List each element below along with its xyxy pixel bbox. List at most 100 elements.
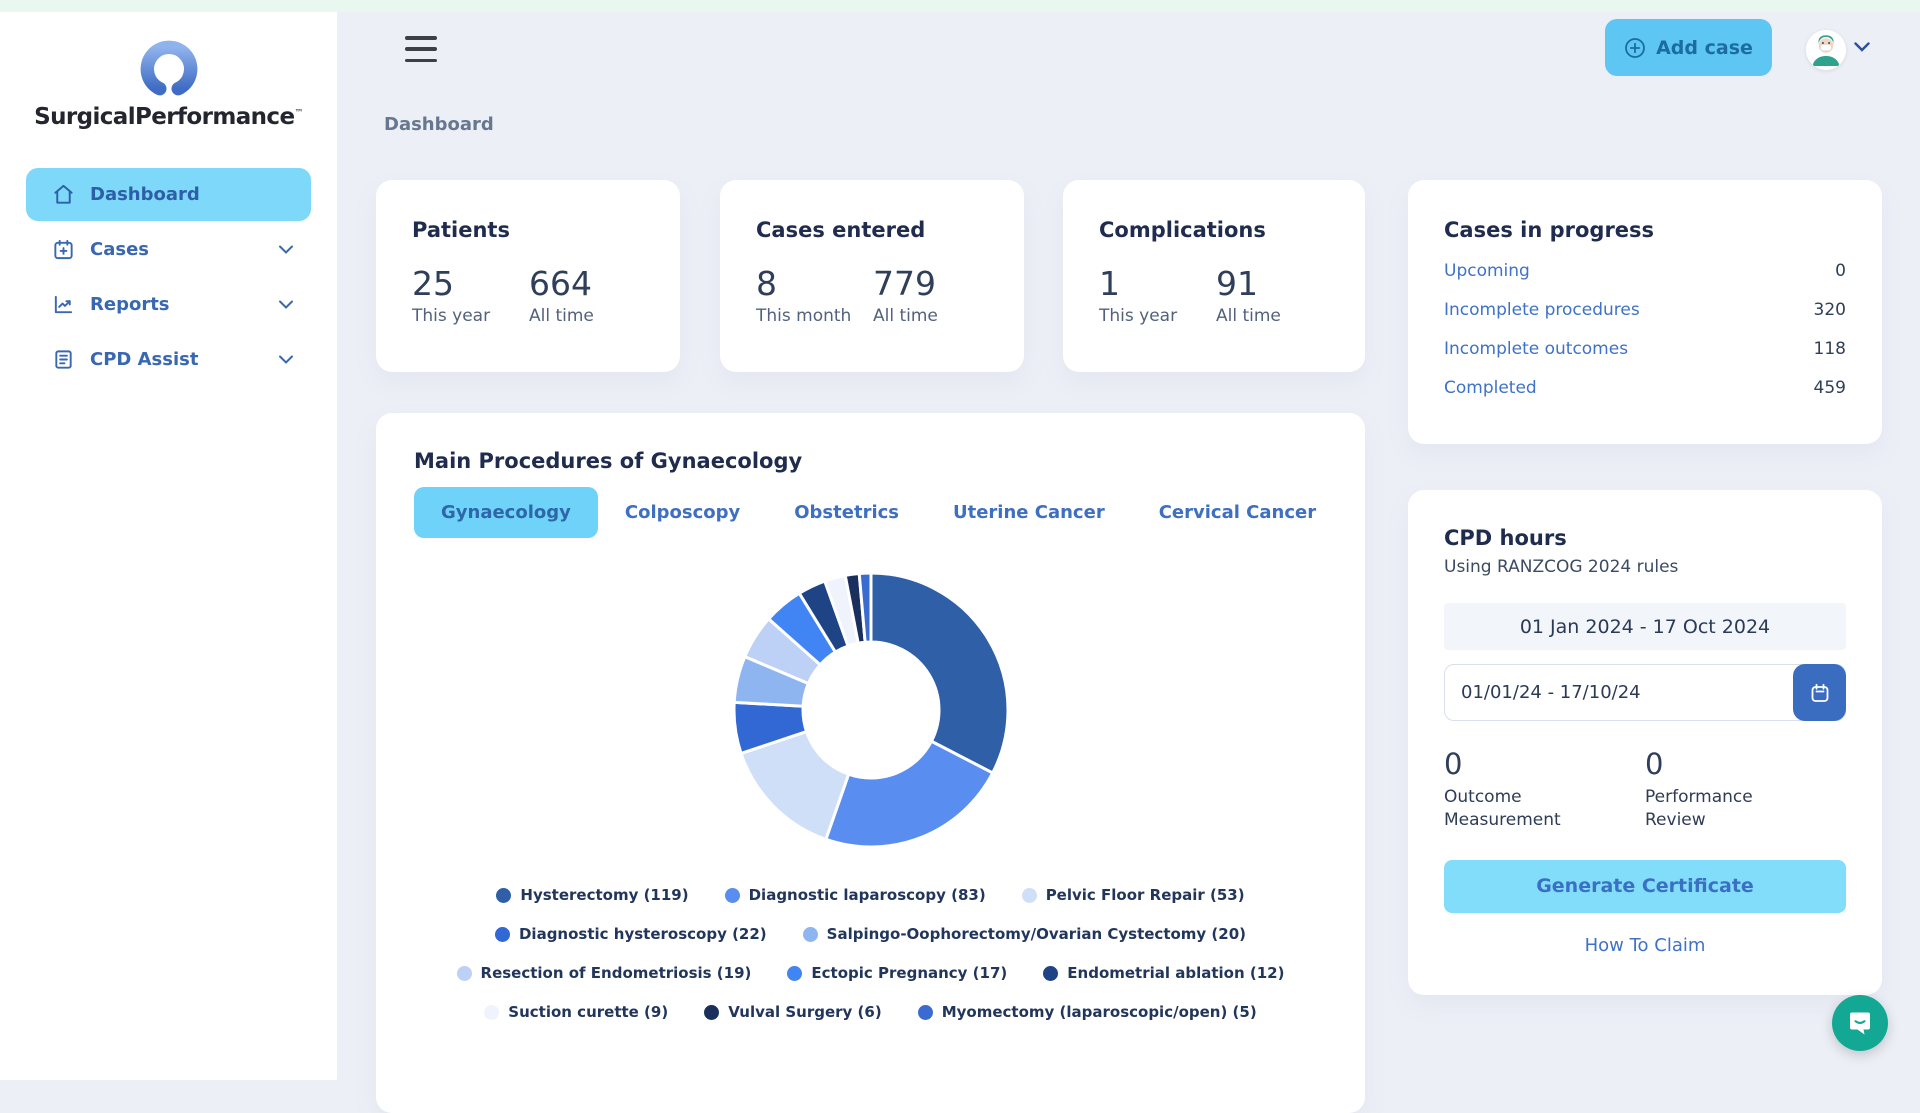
legend-dot-icon	[1043, 965, 1059, 981]
incomplete-procedures-link[interactable]: Incomplete procedures	[1444, 300, 1640, 320]
sidebar-nav: Dashboard Cases Reports CPD Assist	[0, 168, 337, 386]
legend-item: Diagnostic hysteroscopy (22)	[494, 925, 767, 943]
chart-legend: Hysterectomy (119) Diagnostic laparoscopy…	[414, 886, 1327, 1021]
legend-item: Diagnostic laparoscopy (83)	[724, 886, 986, 904]
incomplete-outcomes-link[interactable]: Incomplete outcomes	[1444, 339, 1629, 359]
cases-entered-card: Cases entered 8 This month 779 All time	[720, 180, 1024, 372]
chart-icon	[52, 293, 75, 316]
sidebar: SurgicalPerformance™ Dashboard Cases Rep…	[0, 12, 337, 1080]
progress-value: 118	[1813, 339, 1846, 359]
legend-item: Pelvic Floor Repair (53)	[1021, 886, 1245, 904]
legend-item: Ectopic Pregnancy (17)	[787, 964, 1007, 982]
procedures-tabs: Gynaecology Colposcopy Obstetrics Uterin…	[414, 487, 1327, 538]
legend-row: Diagnostic hysteroscopy (22) Salpingo-Oop…	[494, 925, 1247, 943]
brand-logo-icon	[138, 36, 200, 102]
user-avatar[interactable]	[1806, 30, 1846, 70]
legend-label: Salpingo-Oophorectomy/Ovarian Cystectomy…	[826, 925, 1247, 943]
user-menu-chevron-icon[interactable]	[1854, 42, 1870, 52]
legend-item: Resection of Endometriosis (19)	[456, 964, 752, 982]
chevron-down-icon	[279, 300, 293, 309]
cases-in-progress-card: Cases in progress Upcoming 0 Incomplete …	[1408, 180, 1882, 444]
legend-dot-icon	[724, 887, 740, 903]
legend-dot-icon	[456, 965, 472, 981]
stat-label: All time	[873, 306, 938, 326]
brand-name: SurgicalPerformance™	[34, 104, 303, 130]
legend-dot-icon	[787, 965, 803, 981]
stat-value: 664	[529, 264, 592, 303]
sidebar-item-label: Reports	[90, 294, 170, 315]
card-title: Complications	[1099, 218, 1266, 242]
legend-row: Suction curette (9) Vulval Surgery (6) Myo…	[484, 1003, 1257, 1021]
legend-dot-icon	[484, 1004, 500, 1020]
sidebar-item-reports[interactable]: Reports	[26, 278, 311, 331]
cpd-hours-card: CPD hours Using RANZCOG 2024 rules 01 Ja…	[1408, 490, 1882, 995]
upcoming-link[interactable]: Upcoming	[1444, 261, 1530, 281]
legend-dot-icon	[1021, 887, 1037, 903]
tab-gynaecology[interactable]: Gynaecology	[414, 487, 598, 538]
tab-colposcopy[interactable]: Colposcopy	[624, 502, 741, 523]
date-range-input[interactable]	[1444, 664, 1846, 721]
calendar-icon	[52, 238, 75, 261]
legend-dot-icon	[917, 1004, 933, 1020]
progress-row: Incomplete outcomes 118	[1444, 339, 1846, 359]
main-procedures-card: Main Procedures of Gynaecology Gynaecolo…	[376, 413, 1365, 1113]
document-icon	[52, 348, 75, 371]
top-accent-strip	[0, 0, 1920, 12]
progress-value: 320	[1813, 300, 1846, 320]
card-title: Cases in progress	[1444, 218, 1655, 242]
card-title: Cases entered	[756, 218, 926, 242]
add-case-button[interactable]: Add case	[1605, 19, 1772, 76]
calendar-icon	[1808, 681, 1832, 705]
tab-obstetrics[interactable]: Obstetrics	[794, 502, 899, 523]
tab-cervical-cancer[interactable]: Cervical Cancer	[1158, 502, 1317, 523]
stat-value: 25	[412, 264, 454, 303]
legend-dot-icon	[802, 926, 818, 942]
legend-item: Vulval Surgery (6)	[704, 1003, 882, 1021]
chart-title: Main Procedures of Gynaecology	[414, 449, 803, 473]
donut-segment	[869, 571, 1009, 776]
chat-widget-button[interactable]	[1832, 995, 1888, 1051]
stat-value: 91	[1216, 264, 1258, 303]
sidebar-item-cases[interactable]: Cases	[26, 223, 311, 276]
generate-certificate-button[interactable]: Generate Certificate	[1444, 859, 1846, 913]
menu-toggle-button[interactable]	[405, 36, 437, 62]
sidebar-item-label: CPD Assist	[90, 349, 199, 370]
progress-value: 459	[1813, 378, 1846, 398]
stat-label: This year	[412, 306, 491, 326]
legend-label: Myomectomy (laparoscopic/open) (5)	[941, 1003, 1257, 1021]
chevron-down-icon	[279, 355, 293, 364]
sidebar-item-dashboard[interactable]: Dashboard	[26, 168, 311, 221]
legend-label: Resection of Endometriosis (19)	[480, 964, 752, 982]
donut-segment	[857, 571, 872, 644]
plus-circle-icon	[1624, 37, 1646, 59]
legend-label: Endometrial ablation (12)	[1067, 964, 1285, 982]
legend-item: Myomectomy (laparoscopic/open) (5)	[917, 1003, 1257, 1021]
sidebar-item-label: Cases	[90, 239, 149, 260]
stat-value: 8	[756, 264, 777, 303]
tab-uterine-cancer[interactable]: Uterine Cancer	[953, 502, 1105, 523]
stat-label: All time	[1216, 306, 1281, 326]
stat-label: This month	[756, 306, 852, 326]
completed-link[interactable]: Completed	[1444, 378, 1537, 398]
legend-label: Diagnostic hysteroscopy (22)	[518, 925, 767, 943]
card-title: Patients	[412, 218, 510, 242]
legend-item: Salpingo-Oophorectomy/Ovarian Cystectomy…	[802, 925, 1247, 943]
legend-item: Suction curette (9)	[484, 1003, 668, 1021]
cpd-subtitle: Using RANZCOG 2024 rules	[1444, 557, 1679, 577]
sidebar-item-cpd-assist[interactable]: CPD Assist	[26, 333, 311, 386]
chevron-down-icon	[279, 245, 293, 254]
legend-label: Diagnostic laparoscopy (83)	[748, 886, 986, 904]
legend-label: Suction curette (9)	[508, 1003, 669, 1021]
stat-value: 1	[1099, 264, 1120, 303]
stat-label: All time	[529, 306, 594, 326]
breadcrumb: Dashboard	[384, 114, 494, 135]
legend-dot-icon	[496, 887, 512, 903]
legend-label: Vulval Surgery (6)	[728, 1003, 882, 1021]
calendar-picker-button[interactable]	[1793, 664, 1846, 721]
brand-logo: SurgicalPerformance™	[0, 12, 337, 130]
how-to-claim-link[interactable]: How To Claim	[1584, 934, 1706, 956]
date-range-display: 01 Jan 2024 - 17 Oct 2024	[1444, 603, 1846, 650]
sidebar-item-label: Dashboard	[90, 184, 200, 205]
legend-label: Ectopic Pregnancy (17)	[811, 964, 1008, 982]
cpd-title: CPD hours	[1444, 526, 1567, 550]
